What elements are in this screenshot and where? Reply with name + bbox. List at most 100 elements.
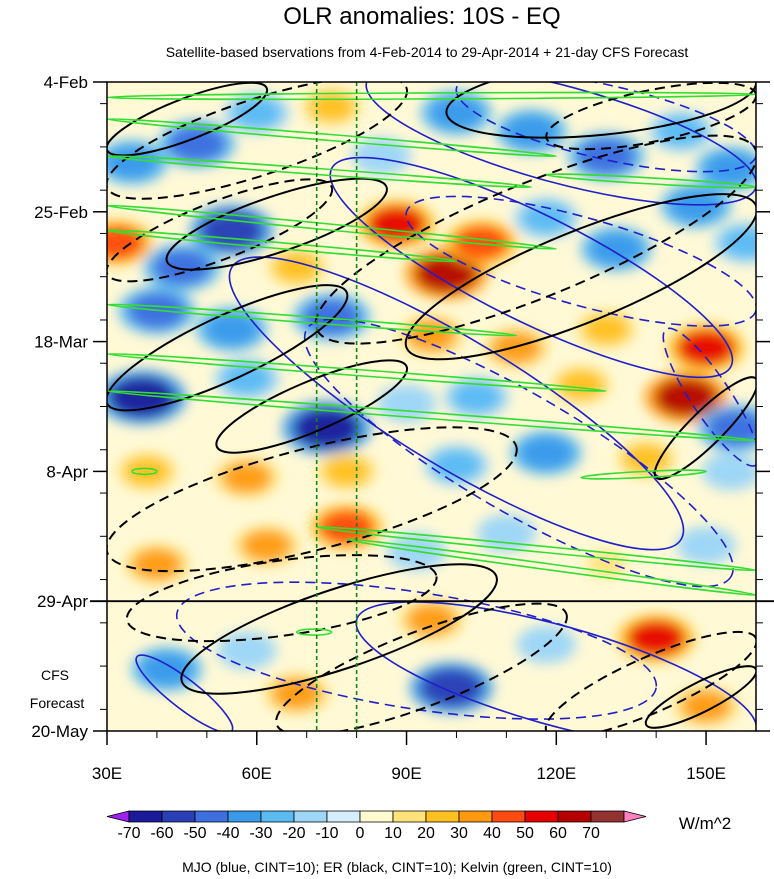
colorbar-tick-label: 10 [384, 825, 402, 842]
colorbar-tick-label: 30 [450, 825, 468, 842]
anomaly-blob [589, 232, 644, 266]
anomaly-blob [415, 254, 478, 293]
mjo-contour [228, 256, 685, 551]
x-tick-label: 90E [391, 764, 421, 783]
kelvin-contour [315, 526, 756, 572]
anomaly-blob [205, 312, 259, 347]
kelvin-contour [107, 155, 533, 189]
anomaly-blob [124, 457, 170, 486]
anomaly-blob [677, 329, 736, 366]
anomaly-blob [656, 115, 706, 148]
mjo-contour [329, 156, 734, 379]
chart-subtitle: Satellite-based bservations from 4-Feb-2… [166, 44, 689, 60]
anomaly-blob [627, 620, 686, 657]
anomaly-blob [558, 370, 604, 400]
anomaly-blob [359, 141, 404, 171]
anomaly-blob [224, 636, 270, 666]
anomaly-blob [293, 407, 361, 449]
colorbar-tick-label: -60 [150, 825, 173, 842]
anomaly-blob [232, 97, 282, 129]
anomaly-blob [683, 531, 729, 560]
anomaly-blob [242, 529, 292, 562]
y-tick-label: 29-Apr [37, 592, 88, 611]
y-tick-label: 18-Mar [34, 333, 88, 352]
y-tick-label: 4-Feb [44, 73, 88, 92]
anomaly-blob [583, 314, 629, 344]
anomaly-blob [167, 125, 226, 162]
colorbar-swatch [161, 810, 196, 823]
anomaly-blob [721, 227, 756, 259]
anomaly-blob [454, 225, 509, 260]
anomaly-blob [108, 376, 176, 418]
colorbar-swatch [524, 810, 559, 823]
colorbar-swatch [491, 810, 526, 823]
axes: 4-Feb 25-Feb 18-Mar 8-Apr 29-Apr 20-May 30E 60E… [31, 73, 770, 783]
colorbar-swatch [425, 810, 460, 823]
anomaly-blob [319, 510, 374, 544]
kelvin-contour [107, 91, 756, 101]
forecast-label-line1: CFS [41, 667, 69, 683]
er-contour [107, 82, 269, 157]
colorbar-tick-label: 50 [516, 825, 534, 842]
colorbar-tick-label: 40 [483, 825, 501, 842]
colorbar-swatch [557, 810, 592, 823]
anomaly-blob [324, 457, 370, 486]
kelvin-contour [107, 229, 458, 263]
colorbar-tick-label: -10 [315, 825, 338, 842]
colorbar-swatch [392, 810, 427, 823]
colorbar-swatch [128, 810, 163, 823]
colorbar-swatch [260, 810, 295, 823]
colorbar-units: W/m^2 [679, 814, 731, 833]
anomaly-blob [451, 381, 502, 413]
er-contour [107, 284, 349, 412]
er-contour [165, 177, 388, 271]
mjo-contour [303, 318, 734, 588]
anomaly-blob [406, 604, 457, 636]
anomaly-blob [519, 436, 574, 470]
anomaly-blob [222, 461, 272, 494]
er-contour [215, 359, 409, 454]
y-tick-label: 8-Apr [46, 462, 88, 481]
colorbar-swatch [623, 810, 647, 823]
anomaly-blob [152, 249, 211, 286]
kelvin-contour [545, 173, 756, 189]
colorbar-tick-label: 70 [582, 825, 600, 842]
colorbar-swatch [106, 810, 130, 823]
y-tick-label: 20-May [31, 722, 88, 741]
colorbar-tick-label: -50 [183, 825, 206, 842]
anomaly-blob [654, 378, 718, 417]
anomaly-blob [577, 138, 636, 175]
plot-area [90, 81, 774, 732]
kelvin-contour [580, 469, 707, 480]
anomaly-blob [384, 389, 429, 418]
colorbar-swatch [590, 810, 625, 823]
forecast-label-line2: Forecast [30, 695, 85, 711]
anomaly-blob [274, 253, 320, 282]
anomaly-blob [681, 690, 731, 722]
anomaly-blob-group [107, 87, 756, 728]
chart-title: OLR anomalies: 10S - EQ [283, 3, 560, 30]
x-tick-label: 30E [92, 764, 122, 783]
kelvin-contour [131, 467, 158, 476]
legend-footnote: MJO (blue, CINT=10); ER (black, CINT=10)… [182, 859, 612, 875]
anomaly-blob [420, 668, 483, 707]
colorbar-tick-label: 0 [356, 825, 365, 842]
anomaly-blob [704, 151, 756, 186]
colorbar-swatch [227, 810, 262, 823]
er-contour [644, 665, 756, 729]
colorbar-tick-label: -40 [216, 825, 239, 842]
anomaly-blob [222, 363, 272, 395]
colorbar-swatch [359, 810, 394, 823]
er-contour [180, 563, 498, 695]
colorbar-tick-label: -70 [117, 825, 140, 842]
anomaly-blob [367, 206, 426, 243]
colorbar-swatch [326, 810, 361, 823]
colorbar-tick-label: 60 [549, 825, 567, 842]
colorbar-tick-label: -20 [282, 825, 305, 842]
anomaly-blob [429, 96, 484, 130]
kelvin-contour [295, 628, 333, 636]
reference-longitudes [315, 82, 358, 731]
anomaly-blob [483, 518, 529, 548]
anomaly-field [107, 87, 756, 728]
kelvin-contour [107, 118, 558, 158]
